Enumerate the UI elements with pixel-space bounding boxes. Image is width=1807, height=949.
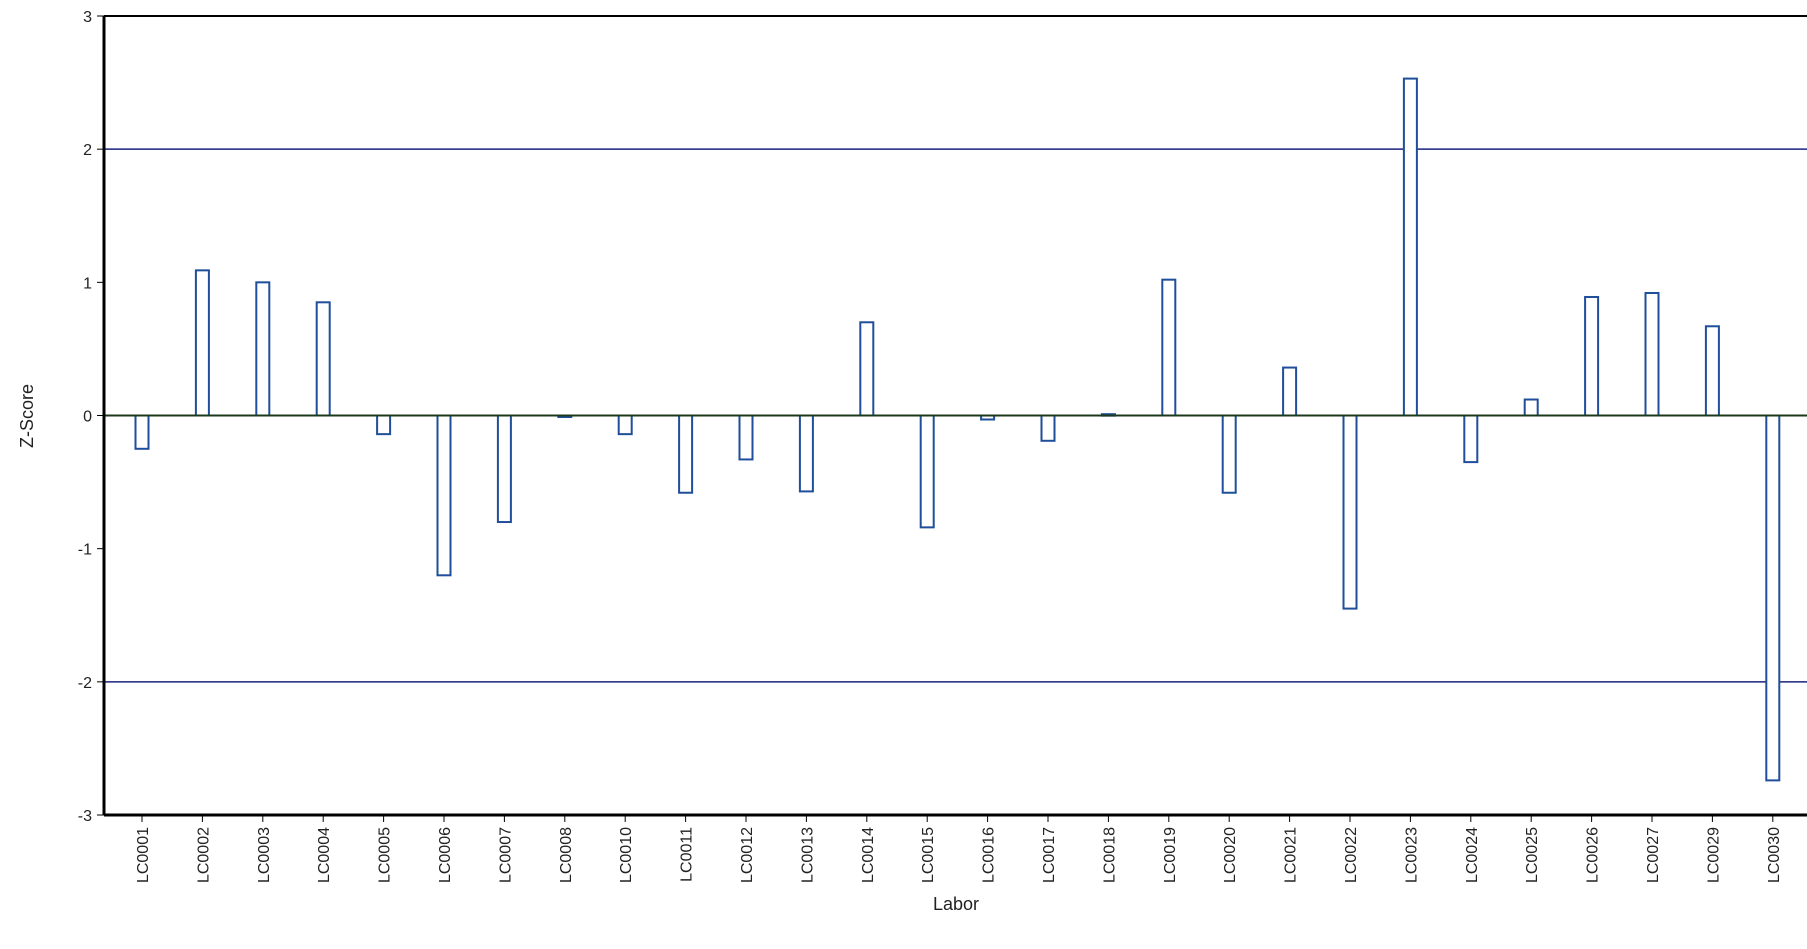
x-tick-label: LC0013 [799,827,816,883]
bar-LC0027 [1644,291,1660,417]
x-tick-label: LC0030 [1766,827,1783,883]
x-tick-label: LC0027 [1645,827,1662,883]
x-tick-label: LC0002 [195,827,212,883]
bar-LC0004 [315,301,331,417]
bar-LC0003 [255,281,271,417]
bar-LC0023 [1402,77,1418,417]
x-tick-label: LC0011 [679,827,696,882]
bar-LC0015 [919,414,935,529]
bar-LC0012 [738,414,754,461]
x-tick-label: LC0019 [1162,827,1179,883]
x-tick-label: LC0024 [1464,827,1481,883]
bar-LC0024 [1463,414,1479,464]
x-tick-label: LC0026 [1585,827,1602,883]
x-tick-label: LC0012 [739,827,756,883]
bar-LC0002 [194,269,210,417]
x-tick-label: LC0003 [256,827,273,883]
y-tick-label: 2 [83,142,92,159]
x-tick-label: LC0007 [497,827,514,883]
x-tick-label: LC0015 [920,827,937,883]
x-tick-label: LC0025 [1524,827,1541,883]
bar-LC0006 [436,414,452,577]
bar-LC0001 [134,414,150,450]
bars [134,77,1781,782]
bar-LC0020 [1221,414,1237,494]
x-tick-label: LC0005 [377,827,394,883]
x-tick-label: LC0023 [1403,827,1420,883]
bar-LC0029 [1704,325,1720,417]
x-tick-label: LC0010 [618,827,635,883]
x-tick-label: LC0021 [1283,827,1300,883]
y-axis-title: Z-Score [17,384,37,448]
x-tick-label: LC0001 [135,827,152,883]
x-axis-title: Labor [933,894,979,914]
y-tick-label: -1 [78,542,92,559]
reference-lines [104,148,1807,683]
x-tick-label: LC0022 [1343,827,1360,883]
axes [102,15,1807,817]
bar-LC0011 [678,414,694,494]
x-tick-label: LC0016 [981,827,998,883]
x-tick-label: LC0020 [1222,827,1239,883]
x-tick-label: LC0018 [1101,827,1118,883]
x-axis-ticks: LC0001 LC0002 LC0003 LC0004 LC0005 LC0006 LC00… [135,815,1783,883]
bar-LC0030 [1765,414,1781,782]
bar-LC0010 [617,414,633,436]
x-tick-label: LC0004 [316,827,333,883]
bar-LC0019 [1161,278,1177,417]
x-tick-label: LC0006 [437,827,454,883]
bar-LC0013 [798,414,814,493]
x-tick-label: LC0029 [1705,827,1722,883]
x-tick-label: LC0008 [558,827,575,883]
y-tick-label: 3 [83,9,92,26]
bar-LC0025 [1523,398,1539,417]
y-tick-label: -3 [78,808,92,825]
bar-LC0005 [376,414,392,436]
y-tick-label: 1 [83,275,92,292]
bar-LC0021 [1282,366,1298,417]
bar-LC0017 [1040,414,1056,442]
bar-LC0026 [1584,295,1600,417]
x-tick-label: LC0014 [860,827,877,883]
y-tick-label: 0 [83,409,92,426]
bar-LC0014 [859,321,875,417]
bar-LC0022 [1342,414,1358,610]
y-axis-ticks: 3 2 1 0 -1 -2 -3 [78,9,104,825]
bar-LC0007 [496,414,512,524]
y-tick-label: -2 [78,675,92,692]
x-tick-label: LC0017 [1041,827,1058,883]
